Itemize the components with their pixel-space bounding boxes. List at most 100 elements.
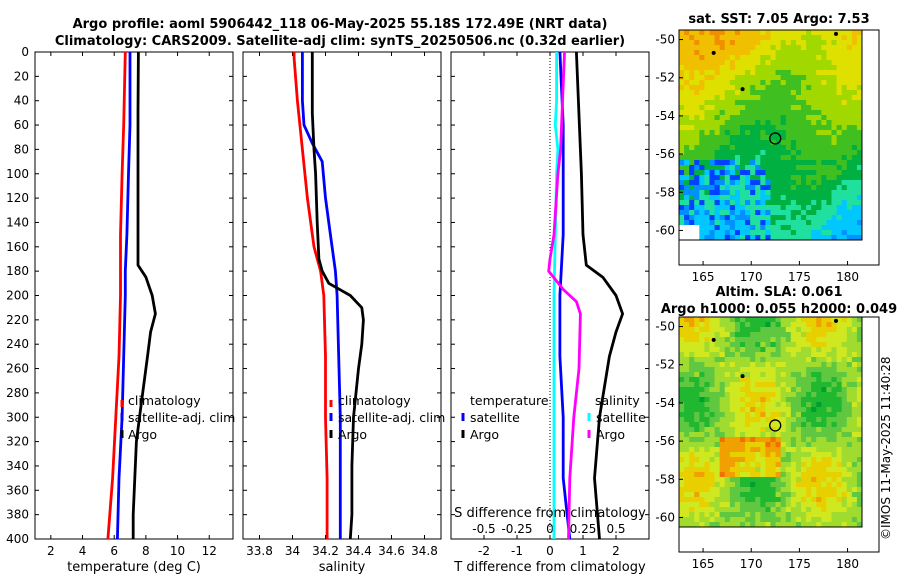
map-cell (806, 170, 812, 176)
map-cell (816, 35, 822, 41)
map-cell (719, 372, 726, 378)
map-cell (811, 472, 817, 478)
map-cell (709, 502, 715, 508)
map-cell (851, 210, 858, 216)
map-cell (699, 180, 705, 186)
depth-tick-label: 240 (6, 337, 29, 351)
map-cell (724, 180, 731, 186)
map-cell (806, 195, 812, 201)
map-cell (836, 160, 843, 166)
map-cell (719, 235, 726, 241)
map-cell (790, 235, 797, 241)
map-cell (770, 472, 776, 478)
map-cell (785, 55, 792, 61)
map-cell (816, 357, 822, 363)
map-cell (831, 497, 837, 503)
map-cell (679, 225, 685, 231)
map-cell (846, 105, 853, 111)
map-cell (760, 210, 766, 216)
map-cell (724, 522, 731, 528)
map-cell (729, 357, 736, 363)
map-cell (704, 397, 710, 403)
sst-map: 165 170 175 180-50-52-54-56-58-60 (655, 29, 880, 284)
map-cell (851, 337, 858, 343)
map-cell (729, 150, 736, 156)
map-cell (734, 522, 741, 528)
map-cell (841, 145, 848, 151)
map-cell (765, 362, 771, 368)
map-cell (790, 347, 797, 353)
map-cell (684, 65, 690, 71)
map-cell (785, 30, 792, 36)
map-cell (699, 467, 705, 473)
map-cell (841, 190, 848, 196)
map-cell (714, 35, 721, 41)
map-cell (831, 487, 837, 493)
map-cell (811, 502, 817, 508)
map-cell (755, 170, 761, 176)
map-cell (790, 327, 797, 333)
map-cell (856, 512, 863, 518)
map-cell (714, 210, 721, 216)
map-cell (689, 332, 695, 338)
map-cell (785, 492, 792, 498)
map-cell (851, 170, 858, 176)
map-cell (745, 342, 751, 348)
map-cell (729, 205, 736, 211)
map-cell (780, 90, 787, 96)
map-cell (729, 35, 736, 41)
map-cell (806, 467, 812, 473)
map-cell (836, 30, 843, 36)
map-cell (841, 160, 848, 166)
map-cell (750, 80, 756, 86)
map-cell (836, 382, 843, 388)
map-cell (740, 200, 746, 206)
map-cell (851, 507, 858, 513)
map-cell (750, 105, 756, 111)
map-cell (709, 235, 715, 241)
map-cell (806, 215, 812, 221)
map-cell (704, 412, 710, 418)
map-cell (795, 337, 802, 343)
map-cell (679, 35, 685, 41)
map-cell (760, 70, 766, 76)
map-cell (750, 60, 756, 66)
map-cell (806, 347, 812, 353)
map-cell (770, 65, 776, 71)
map-cell (795, 447, 802, 453)
sla-map-title-1: Altim. SLA: 0.061 (716, 285, 843, 300)
map-cell (801, 55, 807, 61)
map-cell (724, 170, 731, 176)
map-cell (811, 85, 817, 91)
map-cell (831, 442, 837, 448)
map-cell (694, 220, 700, 226)
map-cell (740, 115, 746, 121)
map-cell (709, 372, 715, 378)
map-cell (806, 80, 812, 86)
map-cell (821, 140, 827, 146)
map-cell (821, 210, 827, 216)
map-cell (770, 452, 776, 458)
map-cell (826, 185, 832, 191)
map-cell (745, 457, 751, 463)
map-cell (821, 462, 827, 468)
map-cell (694, 230, 700, 236)
map-cell (770, 215, 776, 221)
map-cell (811, 497, 817, 503)
map-cell (841, 352, 848, 358)
map-cell (780, 497, 787, 503)
map-cell (836, 427, 843, 433)
map-cell (714, 95, 721, 101)
difference-xlabel: T difference from climatology (453, 560, 646, 575)
map-cell (704, 417, 710, 423)
map-cell (821, 175, 827, 181)
map-cell (760, 180, 766, 186)
map-cell (811, 492, 817, 498)
map-cell (826, 165, 832, 171)
map-cell (836, 210, 843, 216)
map-cell (699, 185, 705, 191)
map-cell (801, 497, 807, 503)
map-cell (851, 50, 858, 56)
map-cell (775, 447, 782, 453)
map-cell (729, 160, 736, 166)
